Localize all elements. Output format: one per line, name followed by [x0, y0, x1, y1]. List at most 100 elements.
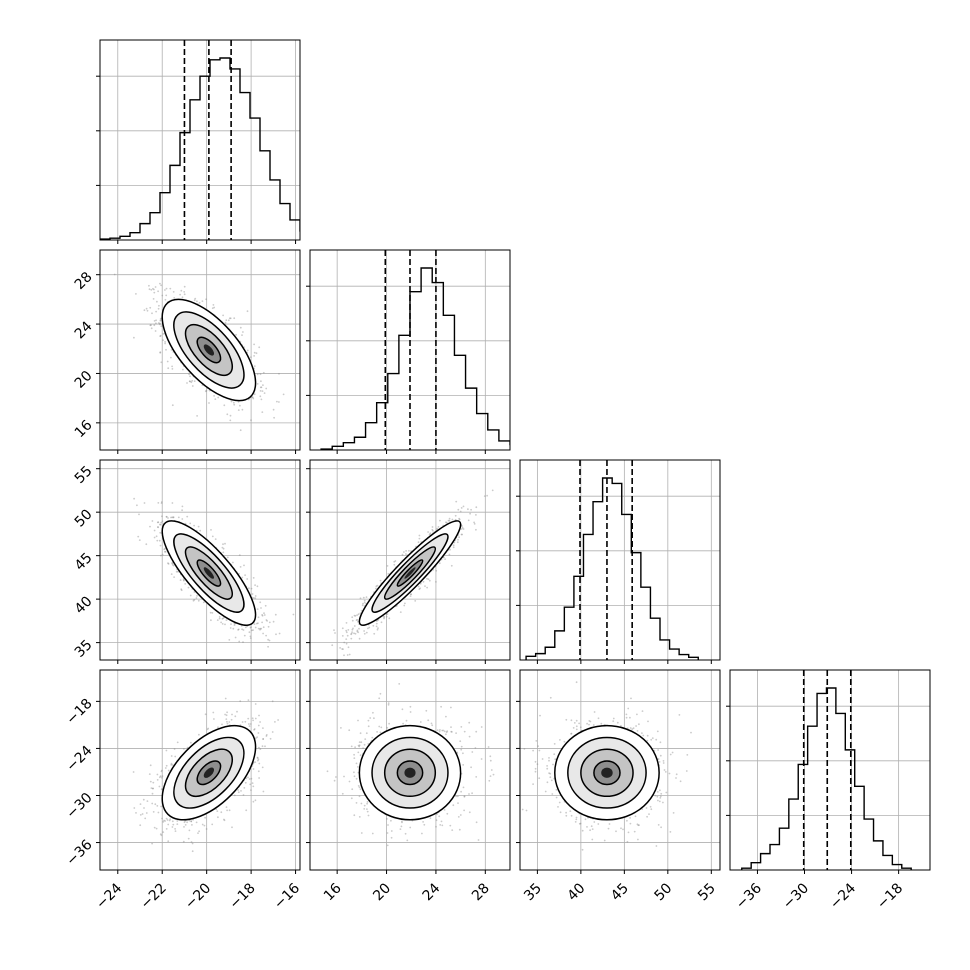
sample-point — [375, 620, 378, 622]
sample-point — [153, 529, 156, 532]
sample-point — [469, 512, 471, 515]
sample-point — [241, 408, 244, 411]
sample-point — [189, 380, 191, 383]
sample-point — [368, 626, 371, 629]
sample-point — [157, 521, 160, 524]
sample-point — [483, 495, 486, 497]
sample-point — [343, 641, 346, 644]
sample-point — [251, 782, 254, 784]
sample-point — [135, 293, 137, 295]
sample-point — [256, 373, 259, 376]
sample-point — [229, 414, 232, 417]
sample-point — [250, 419, 252, 421]
sample-point — [224, 623, 226, 626]
sample-point — [208, 402, 210, 404]
sample-point — [318, 674, 320, 676]
sample-point — [152, 287, 154, 290]
sample-point — [228, 721, 231, 723]
panel-content — [318, 489, 494, 676]
sample-point — [345, 629, 348, 632]
sample-point — [149, 525, 151, 528]
sample-point — [248, 723, 250, 725]
sample-point — [239, 326, 242, 329]
sample-point — [353, 614, 356, 617]
sample-point — [220, 621, 223, 624]
sample-point — [188, 373, 191, 376]
sample-point — [448, 519, 451, 522]
sample-point — [262, 738, 264, 740]
sample-point — [259, 721, 261, 723]
sample-point — [386, 565, 389, 567]
sample-point — [260, 627, 263, 630]
contour-line — [161, 298, 257, 402]
sample-point — [276, 400, 278, 403]
y-tick-label: 28 — [72, 269, 96, 293]
sample-point — [160, 284, 163, 287]
sample-point — [239, 404, 241, 407]
sample-point — [362, 602, 364, 605]
sample-point — [263, 392, 266, 394]
sample-point — [157, 307, 160, 310]
sample-point — [151, 520, 154, 522]
sample-point — [191, 379, 194, 382]
sample-point — [202, 601, 205, 604]
sample-point — [251, 396, 254, 399]
sample-point — [170, 573, 173, 575]
sample-point — [189, 522, 192, 525]
sample-point — [260, 398, 263, 401]
contour-line — [173, 311, 245, 389]
sample-point — [450, 564, 453, 567]
sample-point — [191, 385, 194, 387]
sample-point — [170, 762, 173, 765]
sample-point — [160, 770, 163, 773]
sample-point — [181, 296, 184, 299]
contour-line — [184, 323, 233, 377]
sample-point — [191, 824, 193, 826]
sample-point — [233, 794, 236, 797]
sample-point — [171, 516, 174, 519]
sample-point — [445, 521, 448, 524]
sample-point — [359, 597, 362, 600]
sample-point — [188, 829, 191, 832]
sample-point — [342, 648, 344, 650]
sample-point — [183, 579, 185, 582]
sample-point — [160, 554, 162, 557]
sample-point — [165, 515, 168, 518]
contour-line — [196, 559, 222, 587]
sample-point — [205, 389, 208, 392]
sample-point — [233, 403, 236, 406]
sample-point — [211, 307, 214, 310]
sample-point — [138, 539, 141, 541]
sample-point — [249, 635, 252, 638]
sample-point — [346, 654, 349, 656]
sample-point — [164, 341, 167, 343]
sample-point — [153, 288, 155, 291]
sample-point — [405, 550, 407, 552]
sample-point — [204, 713, 207, 716]
sample-point — [171, 826, 174, 828]
sample-point — [160, 325, 163, 327]
sample-point — [459, 510, 462, 513]
density-core — [203, 344, 215, 356]
sample-point — [223, 818, 225, 821]
sample-point — [179, 579, 182, 581]
sample-point — [162, 339, 165, 341]
sample-point — [204, 390, 207, 393]
sample-point — [224, 713, 227, 716]
sample-point — [146, 309, 149, 312]
panel-content — [132, 697, 279, 853]
sample-point — [341, 648, 343, 650]
sample-point — [167, 840, 170, 843]
panel-frame — [519, 459, 721, 661]
sample-point — [175, 570, 178, 573]
sample-point — [179, 293, 182, 296]
panel-frame — [99, 249, 301, 451]
sample-point — [139, 814, 142, 816]
sample-point — [213, 718, 215, 720]
sample-point — [259, 395, 262, 398]
sample-point — [171, 502, 174, 504]
y-tick-label: 50 — [72, 507, 96, 531]
sample-point — [183, 291, 186, 293]
sample-point — [460, 507, 463, 509]
